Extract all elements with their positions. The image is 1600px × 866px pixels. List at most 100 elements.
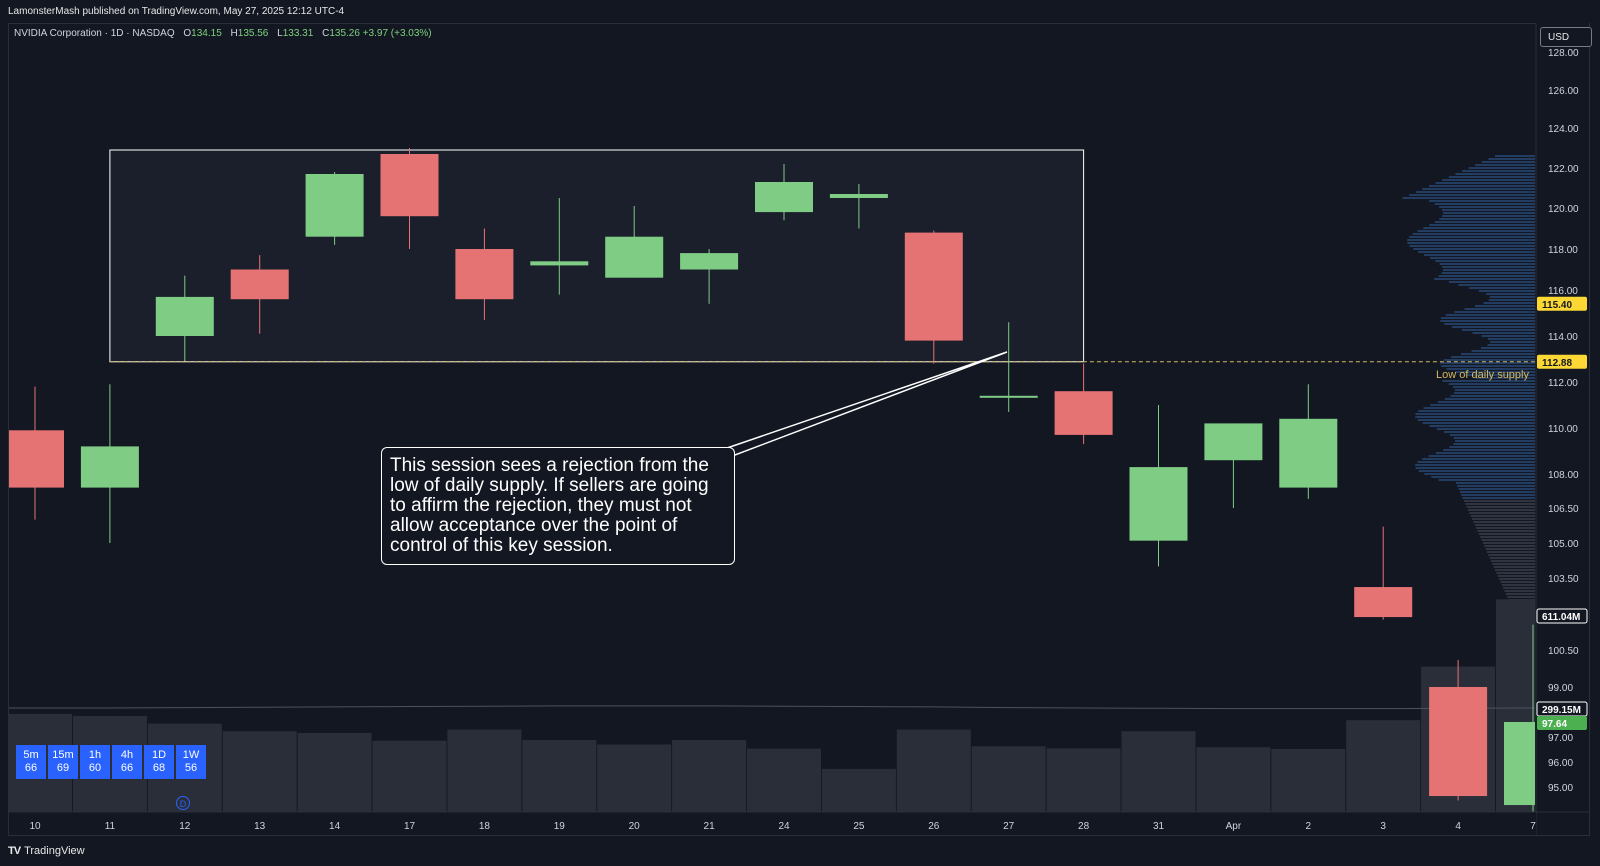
tradingview-logo[interactable]: TV TradingView bbox=[8, 838, 85, 864]
footer-bar: TV TradingView bbox=[0, 838, 1600, 866]
x-tick-label: 26 bbox=[928, 821, 940, 832]
volume-tag-299: 299.15M bbox=[1542, 705, 1581, 716]
close-label: C bbox=[322, 28, 330, 39]
timeframe-label: 4h bbox=[120, 749, 134, 761]
y-tick-label: 124.00 bbox=[1548, 124, 1579, 135]
x-tick-label: 13 bbox=[254, 821, 266, 832]
x-tick-label: 19 bbox=[554, 821, 566, 832]
x-tick-label: 20 bbox=[629, 821, 641, 832]
candle-body bbox=[380, 154, 439, 217]
x-tick-label: 27 bbox=[1003, 821, 1015, 832]
x-tick-label: 12 bbox=[179, 821, 191, 832]
y-tick-label: 108.00 bbox=[1548, 470, 1579, 481]
price-tag-115-bg bbox=[1537, 296, 1587, 311]
candle-body bbox=[1354, 587, 1413, 618]
volume-ma-line bbox=[9, 705, 1535, 710]
volume-bar bbox=[522, 739, 597, 812]
timeframe-value: 69 bbox=[56, 762, 70, 774]
low-label: L bbox=[277, 28, 283, 39]
volume-bar bbox=[1196, 747, 1271, 812]
candle-body bbox=[80, 446, 139, 488]
volume-profile bbox=[1402, 155, 1535, 640]
volume-tag-611: 611.04M bbox=[1542, 612, 1580, 623]
candle-body bbox=[755, 182, 813, 213]
dividend-marker[interactable]: D bbox=[176, 796, 190, 810]
candle-body bbox=[605, 236, 664, 278]
x-tick-label: 24 bbox=[778, 821, 790, 832]
currency-button[interactable]: USD bbox=[1540, 27, 1592, 47]
callout-pointer bbox=[726, 351, 1008, 459]
volume-tag-611-bg bbox=[1536, 608, 1588, 624]
annotation-callout[interactable]: This session sees a rejection from the l… bbox=[381, 447, 735, 565]
price-axis-bg bbox=[1536, 23, 1589, 812]
high-label: H bbox=[230, 28, 238, 39]
y-tick-label: 96.00 bbox=[1548, 758, 1573, 769]
timeframe-label: 1h bbox=[88, 749, 102, 761]
high-value: 135.56 bbox=[237, 28, 269, 39]
timeframe-value: 66 bbox=[120, 762, 134, 774]
candle-body bbox=[904, 232, 963, 341]
x-tick-label: 21 bbox=[704, 821, 716, 832]
y-tick-label: 128.00 bbox=[1548, 48, 1579, 59]
y-tick-label: 118.00 bbox=[1548, 245, 1578, 256]
volume-bar bbox=[447, 729, 522, 812]
x-tick-label: 10 bbox=[29, 821, 41, 832]
y-tick-label: 99.00 bbox=[1548, 683, 1573, 694]
timeframe-label: 15m bbox=[52, 749, 74, 761]
volume-bar bbox=[1271, 749, 1346, 812]
timeframe-value: 68 bbox=[152, 762, 166, 774]
y-tick-label: 97.00 bbox=[1548, 733, 1573, 744]
publish-header: LamonsterMash published on TradingView.c… bbox=[0, 0, 1600, 23]
supply-label: Low of daily supply bbox=[1436, 369, 1529, 381]
last-price-tag-bg bbox=[1537, 716, 1587, 730]
timeframe-1W[interactable]: 1W 56 bbox=[176, 745, 206, 779]
timeframe-5m[interactable]: 5m 66 bbox=[16, 745, 46, 779]
timeframe-1h[interactable]: 1h 60 bbox=[80, 745, 110, 779]
y-tick-label: 103.50 bbox=[1548, 574, 1579, 585]
timeframe-label: 5m bbox=[23, 749, 39, 761]
timeframe-label: 1D bbox=[151, 749, 167, 761]
y-tick-label: 116.00 bbox=[1548, 286, 1578, 297]
candle-body bbox=[305, 174, 364, 237]
candle-body bbox=[1429, 687, 1488, 797]
x-tick-label: 28 bbox=[1078, 821, 1090, 832]
volume-bar bbox=[372, 740, 447, 812]
candle-body bbox=[155, 296, 214, 336]
ohlc-legend: NVIDIA Corporation · 1D · NASDAQ O134.15… bbox=[14, 28, 432, 39]
volume-bar bbox=[597, 744, 672, 812]
price-tag-112: 112.88 bbox=[1542, 358, 1572, 369]
candle-body bbox=[1054, 391, 1113, 435]
timeframe-1D[interactable]: 1D 68 bbox=[144, 745, 174, 779]
volume-bar bbox=[1121, 731, 1196, 812]
candle-body bbox=[530, 261, 589, 266]
x-tick-label: 17 bbox=[404, 821, 416, 832]
volume-bar bbox=[896, 729, 971, 812]
timeframe-4h[interactable]: 4h 66 bbox=[112, 745, 142, 779]
x-tick-label: 4 bbox=[1455, 821, 1461, 832]
volume-bar bbox=[672, 739, 747, 812]
timeframe-15m[interactable]: 15m 69 bbox=[48, 745, 78, 779]
last-price-tag: 97.64 bbox=[1542, 719, 1567, 730]
volume-bar bbox=[821, 768, 896, 812]
timeframe-value: 66 bbox=[24, 762, 38, 774]
time-axis-bg bbox=[9, 812, 1536, 835]
volume-bar bbox=[1046, 748, 1121, 812]
brand-label: TradingView bbox=[24, 845, 85, 857]
y-tick-label: 122.00 bbox=[1548, 164, 1579, 175]
x-tick-label: 7 bbox=[1530, 821, 1536, 832]
y-tick-label: 106.50 bbox=[1548, 504, 1579, 515]
publish-info: LamonsterMash published on TradingView.c… bbox=[8, 6, 345, 17]
candle-body bbox=[455, 249, 514, 300]
low-value: 133.31 bbox=[282, 28, 314, 39]
tradingview-icon: TV bbox=[8, 845, 21, 857]
volume-bar bbox=[1346, 720, 1421, 812]
symbol-title[interactable]: NVIDIA Corporation · 1D · NASDAQ bbox=[14, 28, 175, 39]
y-tick-label: 110.00 bbox=[1548, 424, 1578, 435]
timeframe-label: 1W bbox=[182, 749, 200, 761]
open-value: 134.15 bbox=[191, 28, 222, 39]
open-label: O bbox=[183, 28, 192, 39]
x-tick-label: 25 bbox=[853, 821, 865, 832]
y-tick-label: 126.00 bbox=[1548, 86, 1579, 97]
timeframe-panel: 5m 66 15m 69 1h 60 4h 66 1D 68 1W 56 bbox=[16, 745, 206, 779]
